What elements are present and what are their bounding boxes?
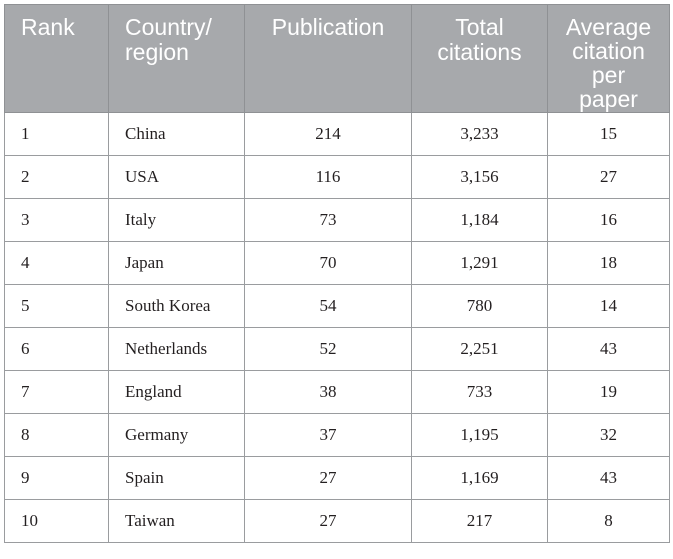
cell-rank: 4 bbox=[4, 241, 109, 285]
cell-total-citations: 2,251 bbox=[411, 327, 548, 371]
header-country-region: Country/ region bbox=[108, 4, 245, 113]
cell-country-region: Germany bbox=[108, 413, 245, 457]
header-row: Rank Country/ region Publication Total c… bbox=[4, 4, 670, 113]
cell-publication: 73 bbox=[244, 198, 412, 242]
cell-average-citation: 43 bbox=[547, 327, 670, 371]
cell-rank: 5 bbox=[4, 284, 109, 328]
cell-publication: 52 bbox=[244, 327, 412, 371]
cell-country-region: South Korea bbox=[108, 284, 245, 328]
cell-rank: 6 bbox=[4, 327, 109, 371]
header-total-citations: Total citations bbox=[411, 4, 548, 113]
cell-publication: 54 bbox=[244, 284, 412, 328]
cell-country-region: Italy bbox=[108, 198, 245, 242]
cell-publication: 38 bbox=[244, 370, 412, 414]
table-row: 1 China 214 3,233 15 bbox=[4, 112, 670, 156]
cell-country-region: Taiwan bbox=[108, 499, 245, 543]
table-row: 9 Spain 27 1,169 43 bbox=[4, 456, 670, 500]
cell-country-region: England bbox=[108, 370, 245, 414]
cell-rank: 7 bbox=[4, 370, 109, 414]
cell-total-citations: 1,291 bbox=[411, 241, 548, 285]
cell-average-citation: 43 bbox=[547, 456, 670, 500]
cell-country-region: China bbox=[108, 112, 245, 156]
cell-country-region: Spain bbox=[108, 456, 245, 500]
table-row: 5 South Korea 54 780 14 bbox=[4, 284, 670, 328]
cell-total-citations: 3,156 bbox=[411, 155, 548, 199]
cell-total-citations: 217 bbox=[411, 499, 548, 543]
table-row: 2 USA 116 3,156 27 bbox=[4, 155, 670, 199]
header-rank: Rank bbox=[4, 4, 109, 113]
cell-total-citations: 1,184 bbox=[411, 198, 548, 242]
header-average-citation-per-paper: Average citation per paper bbox=[547, 4, 670, 113]
cell-total-citations: 733 bbox=[411, 370, 548, 414]
table-row: 3 Italy 73 1,184 16 bbox=[4, 198, 670, 242]
cell-rank: 9 bbox=[4, 456, 109, 500]
table-row: 4 Japan 70 1,291 18 bbox=[4, 241, 670, 285]
cell-average-citation: 8 bbox=[547, 499, 670, 543]
cell-publication: 116 bbox=[244, 155, 412, 199]
cell-publication: 37 bbox=[244, 413, 412, 457]
cell-publication: 27 bbox=[244, 456, 412, 500]
table-row: 6 Netherlands 52 2,251 43 bbox=[4, 327, 670, 371]
cell-publication: 27 bbox=[244, 499, 412, 543]
cell-rank: 8 bbox=[4, 413, 109, 457]
cell-total-citations: 1,169 bbox=[411, 456, 548, 500]
cell-country-region: USA bbox=[108, 155, 245, 199]
cell-average-citation: 14 bbox=[547, 284, 670, 328]
cell-rank: 3 bbox=[4, 198, 109, 242]
cell-average-citation: 18 bbox=[547, 241, 670, 285]
table-row: 7 England 38 733 19 bbox=[4, 370, 670, 414]
country-citation-table: Rank Country/ region Publication Total c… bbox=[4, 4, 670, 543]
cell-rank: 10 bbox=[4, 499, 109, 543]
country-citation-table-container: Rank Country/ region Publication Total c… bbox=[4, 4, 670, 543]
cell-total-citations: 1,195 bbox=[411, 413, 548, 457]
cell-average-citation: 32 bbox=[547, 413, 670, 457]
cell-average-citation: 19 bbox=[547, 370, 670, 414]
cell-publication: 214 bbox=[244, 112, 412, 156]
cell-average-citation: 15 bbox=[547, 112, 670, 156]
table-header: Rank Country/ region Publication Total c… bbox=[4, 4, 670, 113]
cell-country-region: Netherlands bbox=[108, 327, 245, 371]
cell-total-citations: 3,233 bbox=[411, 112, 548, 156]
cell-total-citations: 780 bbox=[411, 284, 548, 328]
table-row: 8 Germany 37 1,195 32 bbox=[4, 413, 670, 457]
cell-rank: 1 bbox=[4, 112, 109, 156]
table-body: 1 China 214 3,233 15 2 USA 116 3,156 27 3 Italy 73 1,… bbox=[4, 112, 670, 543]
cell-average-citation: 16 bbox=[547, 198, 670, 242]
cell-publication: 70 bbox=[244, 241, 412, 285]
table-row: 10 Taiwan 27 217 8 bbox=[4, 499, 670, 543]
cell-average-citation: 27 bbox=[547, 155, 670, 199]
header-publication: Publication bbox=[244, 4, 412, 113]
cell-country-region: Japan bbox=[108, 241, 245, 285]
cell-rank: 2 bbox=[4, 155, 109, 199]
